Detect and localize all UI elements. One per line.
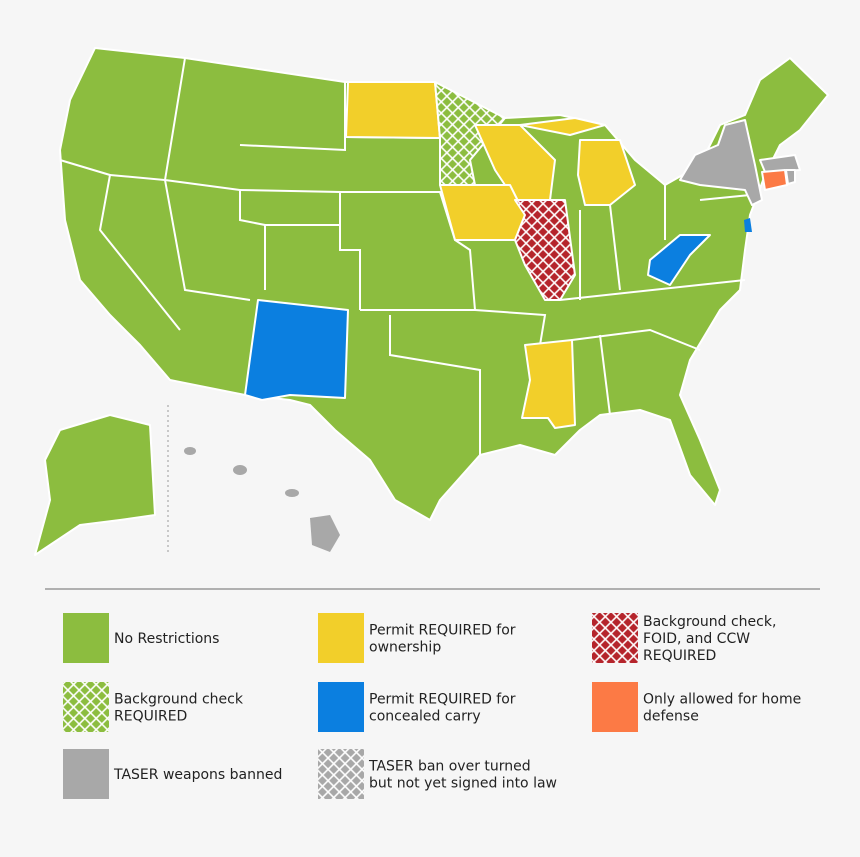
- iowa: [439, 184, 526, 241]
- north-dakota: [345, 81, 441, 139]
- massachusetts: [759, 154, 801, 173]
- legend-label: REQUIRED: [643, 648, 716, 664]
- legend-swatch: [592, 682, 638, 732]
- legend-label: Permit REQUIRED for: [369, 623, 516, 639]
- legend-label: ownership: [369, 640, 441, 656]
- rhode-island: [785, 169, 796, 185]
- legend-label: Permit REQUIRED for: [369, 692, 516, 708]
- legend-label: defense: [643, 709, 699, 725]
- legend-label: but not yet signed into law: [369, 776, 557, 792]
- legend-label: concealed carry: [369, 709, 481, 725]
- legend-swatch: [318, 613, 364, 663]
- legend-label: No Restrictions: [114, 631, 219, 647]
- legend-swatch: [592, 613, 638, 663]
- mississippi: [521, 339, 576, 429]
- west-virginia: [647, 234, 711, 286]
- hawaii: [184, 447, 340, 552]
- legend-label: Background check: [114, 692, 244, 708]
- legend-label: Background check,: [643, 614, 776, 630]
- legend-label: TASER ban over turned: [368, 759, 531, 775]
- legend-label: TASER weapons banned: [113, 767, 282, 783]
- legend-swatch: [318, 682, 364, 732]
- connecticut: [761, 169, 788, 191]
- michigan: [577, 139, 636, 206]
- alaska: [34, 414, 156, 556]
- legend-label: REQUIRED: [114, 709, 187, 725]
- delaware: [744, 218, 752, 232]
- legend-swatch: [63, 682, 109, 732]
- new-york: [679, 119, 763, 206]
- illinois: [514, 199, 576, 301]
- legend-swatch: [63, 613, 109, 663]
- legend-swatch: [318, 749, 364, 799]
- legend-label: Only allowed for home: [643, 692, 801, 708]
- legend-label: FOID, and CCW: [643, 631, 750, 647]
- michigan-up: [519, 117, 606, 136]
- new-mexico: [244, 299, 349, 401]
- legend-swatch: [63, 749, 109, 799]
